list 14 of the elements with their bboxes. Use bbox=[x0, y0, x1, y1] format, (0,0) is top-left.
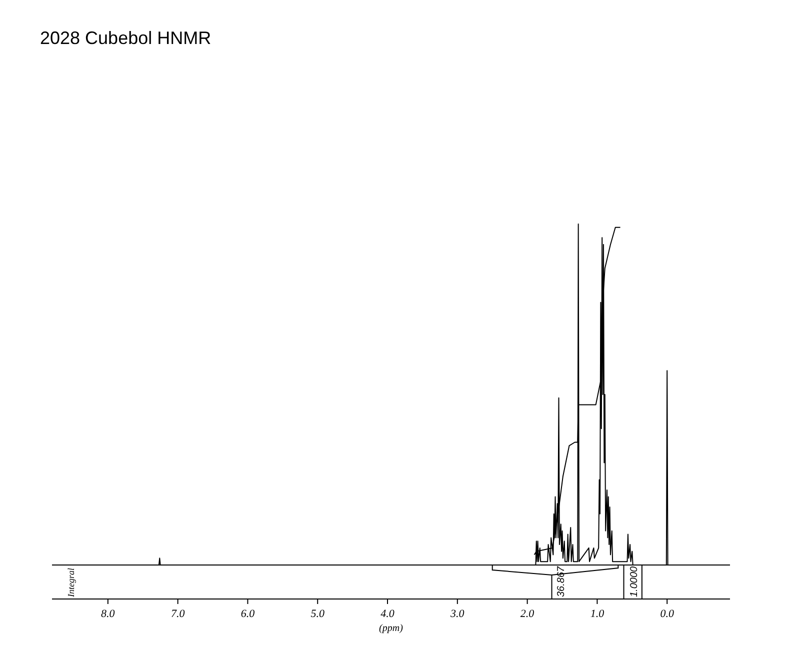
x-tick-label: 3.0 bbox=[450, 608, 465, 620]
x-tick-label: 0.0 bbox=[660, 608, 674, 620]
x-tick-label: 2.0 bbox=[520, 608, 535, 620]
x-tick-label: 7.0 bbox=[170, 608, 186, 620]
text: 1.0000 bbox=[628, 566, 640, 597]
y-axis-title: Integral bbox=[66, 568, 76, 598]
x-tick-label: 6.0 bbox=[240, 608, 256, 620]
x-tick-label: 1.0 bbox=[590, 608, 605, 620]
x-axis-title: (ppm) bbox=[379, 623, 404, 634]
x-tick-label: 8.0 bbox=[101, 608, 116, 620]
x-tick-label: 5.0 bbox=[310, 608, 325, 620]
text: 36.867 bbox=[556, 566, 567, 597]
x-tick-label: 4.0 bbox=[380, 608, 395, 620]
chart-title: 2028 Cubebol HNMR bbox=[40, 28, 212, 48]
